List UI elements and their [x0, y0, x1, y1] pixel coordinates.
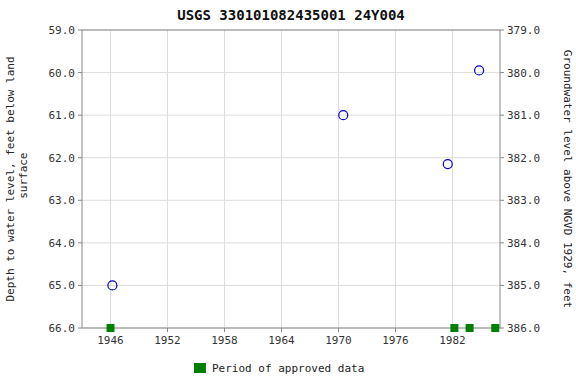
tick-label: 382.0 — [507, 152, 540, 165]
square-marker — [491, 324, 499, 332]
point — [475, 66, 484, 75]
y-axis-label: Depth to water level, feet below land su… — [4, 56, 30, 301]
tick-label: 63.0 — [49, 194, 76, 207]
tick-label: 384.0 — [507, 237, 540, 250]
tick-label: 59.0 — [49, 24, 76, 37]
tick-label: 1976 — [382, 334, 409, 347]
tick-label: 1982 — [439, 334, 466, 347]
tick-label: 1964 — [268, 334, 295, 347]
grid — [82, 30, 500, 328]
tick — [500, 157, 504, 158]
tick-label: 64.0 — [49, 237, 76, 250]
tick — [500, 242, 504, 243]
tick-label: 60.0 — [49, 67, 76, 80]
tick — [78, 30, 82, 31]
tick-label: 380.0 — [507, 67, 540, 80]
tick — [338, 328, 339, 332]
tick — [167, 328, 168, 332]
grid-line — [82, 157, 500, 158]
grid-line — [82, 115, 500, 116]
tick — [224, 328, 225, 332]
tick — [78, 285, 82, 286]
tick — [500, 200, 504, 201]
tick-label: 1970 — [325, 334, 352, 347]
tick-label: 383.0 — [507, 194, 540, 207]
grid-line — [82, 242, 500, 243]
point — [339, 111, 348, 120]
tick-label: 61.0 — [49, 109, 76, 122]
grid-line — [452, 30, 453, 328]
square-marker — [466, 324, 474, 332]
tick-label: 379.0 — [507, 24, 540, 37]
tick — [500, 285, 504, 286]
square-marker — [107, 324, 115, 332]
grid-line — [338, 30, 339, 328]
tick — [78, 72, 82, 73]
grid-line — [82, 72, 500, 73]
tick — [500, 115, 504, 116]
legend-label: Period of approved data — [212, 362, 364, 375]
tick — [78, 200, 82, 201]
tick-label: 62.0 — [49, 152, 76, 165]
tick — [78, 242, 82, 243]
tick-label: 1952 — [154, 334, 181, 347]
grid-line — [110, 30, 111, 328]
tick-label: 1958 — [211, 334, 238, 347]
tick-label: 386.0 — [507, 322, 540, 335]
tick-label: 385.0 — [507, 279, 540, 292]
point — [443, 160, 452, 169]
axes: 1946 1952 1958 1964 1970 1976 1982 59.0 60.0 61.0… — [49, 24, 541, 347]
tick-label: 1946 — [97, 334, 124, 347]
tick — [78, 328, 82, 329]
grid-line — [167, 30, 168, 328]
grid-line — [224, 30, 225, 328]
grid-line — [281, 30, 282, 328]
grid-line — [82, 200, 500, 201]
marks — [107, 66, 500, 332]
tick — [500, 30, 504, 31]
tick — [281, 328, 282, 332]
tick — [78, 115, 82, 116]
legend: Period of approved data — [194, 362, 364, 375]
grid-line — [395, 30, 396, 328]
tick — [395, 328, 396, 332]
point — [108, 281, 117, 290]
grid-line — [82, 285, 500, 286]
plot-frame — [82, 30, 500, 328]
legend-swatch — [194, 363, 206, 373]
tick-label: 65.0 — [49, 279, 76, 292]
chart: 1946 1952 1958 1964 1970 1976 1982 59.0 60.0 61.0… — [0, 0, 576, 384]
tick-label: 66.0 — [49, 322, 76, 335]
title: USGS 330101082435001 24Y004 — [177, 7, 405, 23]
y2-axis-label: Groundwater level above NGVD 1929, feet — [561, 50, 574, 308]
square-marker — [450, 324, 458, 332]
tick-label: 381.0 — [507, 109, 540, 122]
tick — [500, 328, 504, 329]
tick — [500, 72, 504, 73]
background — [0, 0, 576, 384]
tick — [78, 157, 82, 158]
